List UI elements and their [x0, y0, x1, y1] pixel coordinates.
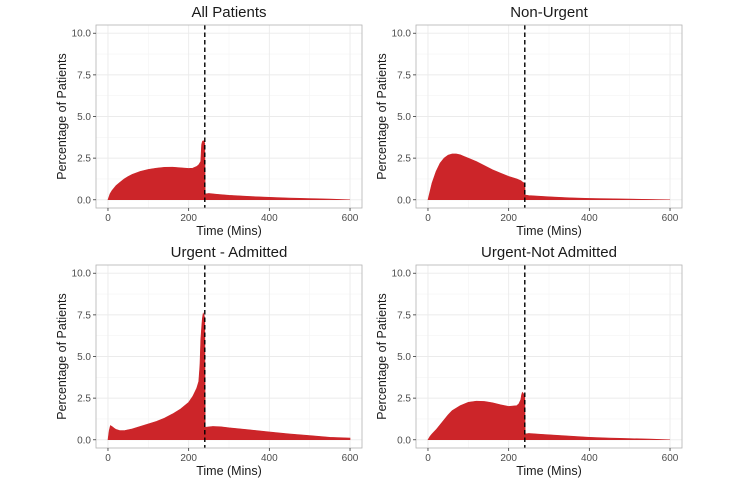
x-tick-label: 0 — [425, 213, 431, 224]
y-tick-label: 0.0 — [77, 435, 91, 446]
y-tick-label: 10.0 — [392, 29, 412, 40]
x-axis-title: Time (Mins) — [196, 224, 262, 238]
chart-panel-2: 0.0 2.5 5.0 7.5 10.0 0 200 400 600 Urgent - Admit… — [55, 244, 363, 478]
x-tick-label: 400 — [261, 213, 278, 224]
x-tick-label: 400 — [581, 213, 598, 224]
y-axis-title: Percentage of Patients — [55, 293, 69, 419]
y-tick-label: 2.5 — [77, 394, 91, 405]
y-tick-label: 5.0 — [397, 112, 411, 123]
x-tick-label: 400 — [581, 453, 598, 464]
area-series-0 — [427, 391, 671, 441]
x-tick-label: 600 — [662, 213, 679, 224]
y-tick-label: 10.0 — [392, 269, 412, 280]
x-tick-label: 600 — [662, 453, 679, 464]
chart-panel-0: 0.0 2.5 5.0 7.5 10.0 0 200 400 600 All Patients Ti… — [55, 4, 363, 238]
y-tick-label: 7.5 — [77, 70, 91, 81]
x-tick-label: 200 — [500, 213, 517, 224]
x-tick-label: 200 — [180, 213, 197, 224]
y-tick-label: 7.5 — [397, 70, 411, 81]
x-tick-label: 200 — [500, 453, 517, 464]
y-tick-label: 2.5 — [77, 154, 91, 165]
x-tick-label: 0 — [105, 453, 111, 464]
y-tick-label: 5.0 — [77, 352, 91, 363]
x-axis-title: Time (Mins) — [516, 224, 582, 238]
y-tick-label: 0.0 — [77, 195, 91, 206]
x-tick-label: 0 — [425, 453, 431, 464]
x-tick-label: 0 — [105, 213, 111, 224]
y-axis-title: Percentage of Patients — [375, 293, 389, 419]
chart-title: Non-Urgent — [510, 4, 588, 21]
y-axis-title: Percentage of Patients — [55, 53, 69, 179]
y-tick-label: 7.5 — [397, 310, 411, 321]
y-tick-label: 2.5 — [397, 394, 411, 405]
y-tick-label: 0.0 — [397, 435, 411, 446]
x-axis-title: Time (Mins) — [196, 464, 262, 478]
x-tick-label: 400 — [261, 453, 278, 464]
area-series-0 — [427, 153, 671, 201]
x-tick-label: 600 — [342, 213, 359, 224]
chart-title: Urgent - Admitted — [171, 244, 288, 261]
y-tick-label: 5.0 — [397, 352, 411, 363]
area-series-0 — [107, 312, 351, 441]
y-tick-label: 10.0 — [72, 29, 92, 40]
y-tick-label: 10.0 — [72, 269, 92, 280]
x-tick-label: 600 — [342, 453, 359, 464]
chart-title: All Patients — [191, 4, 266, 21]
y-tick-label: 5.0 — [77, 112, 91, 123]
chart-title: Urgent-Not Admitted — [481, 244, 617, 261]
y-axis-title: Percentage of Patients — [375, 53, 389, 179]
x-axis-title: Time (Mins) — [516, 464, 582, 478]
x-tick-label: 200 — [180, 453, 197, 464]
y-tick-label: 2.5 — [397, 154, 411, 165]
chart-panel-3: 0.0 2.5 5.0 7.5 10.0 0 200 400 600 Urgent-Not Adm… — [375, 244, 683, 478]
y-tick-label: 7.5 — [77, 310, 91, 321]
area-series-0 — [107, 140, 351, 201]
chart-panel-1: 0.0 2.5 5.0 7.5 10.0 0 200 400 600 Non-Urgent Time… — [375, 4, 683, 238]
y-tick-label: 0.0 — [397, 195, 411, 206]
